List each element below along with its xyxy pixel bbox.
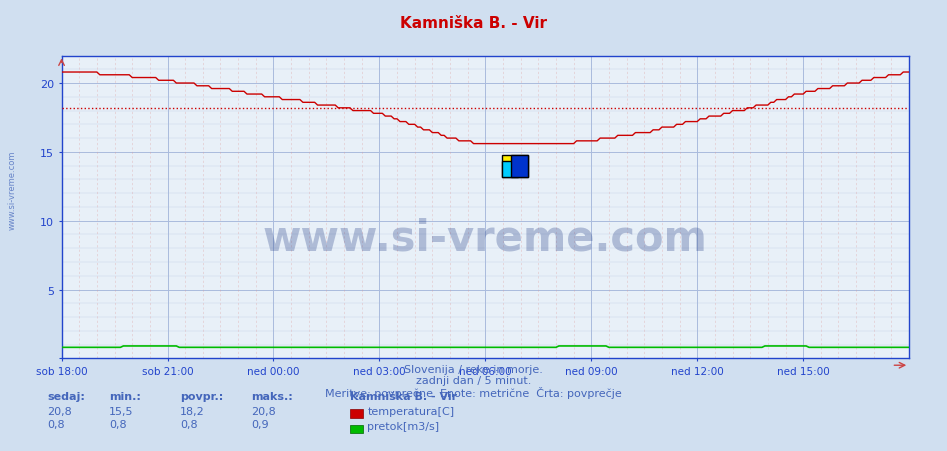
Text: 15,5: 15,5 <box>109 406 134 416</box>
Text: zadnji dan / 5 minut.: zadnji dan / 5 minut. <box>416 375 531 385</box>
Text: temperatura[C]: temperatura[C] <box>367 406 455 416</box>
Text: www.si-vreme.com: www.si-vreme.com <box>8 150 17 229</box>
Text: 18,2: 18,2 <box>180 406 205 416</box>
Text: min.:: min.: <box>109 391 141 401</box>
Text: 20,8: 20,8 <box>251 406 276 416</box>
Text: www.si-vreme.com: www.si-vreme.com <box>263 217 707 258</box>
FancyBboxPatch shape <box>502 162 518 177</box>
Text: Kamniška B. - Vir: Kamniška B. - Vir <box>400 16 547 31</box>
Text: 0,8: 0,8 <box>180 419 198 429</box>
Text: Slovenija / reke in morje.: Slovenija / reke in morje. <box>404 364 543 374</box>
Text: maks.:: maks.: <box>251 391 293 401</box>
Text: 0,9: 0,9 <box>251 419 269 429</box>
Text: sedaj:: sedaj: <box>47 391 85 401</box>
Text: 0,8: 0,8 <box>47 419 65 429</box>
Text: pretok[m3/s]: pretok[m3/s] <box>367 421 439 431</box>
FancyBboxPatch shape <box>510 156 527 177</box>
Text: 20,8: 20,8 <box>47 406 72 416</box>
FancyBboxPatch shape <box>502 156 527 177</box>
Text: 0,8: 0,8 <box>109 419 127 429</box>
Text: Kamniška B. - Vir: Kamniška B. - Vir <box>350 391 457 401</box>
Text: povpr.:: povpr.: <box>180 391 223 401</box>
Text: Meritve: povprečne  Enote: metrične  Črta: povprečje: Meritve: povprečne Enote: metrične Črta:… <box>325 387 622 399</box>
